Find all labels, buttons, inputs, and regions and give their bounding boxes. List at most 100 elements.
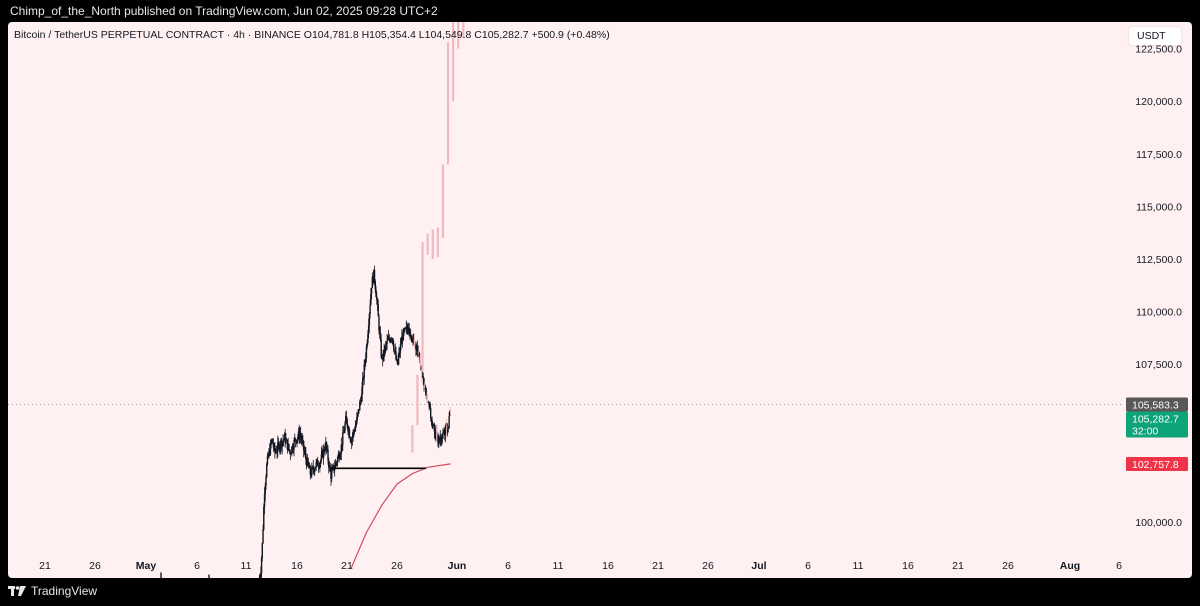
candle-body bbox=[350, 439, 352, 444]
candle-body bbox=[376, 297, 378, 300]
candle-body bbox=[308, 464, 310, 469]
candle-body bbox=[299, 433, 301, 439]
candle-body bbox=[384, 345, 387, 347]
candle-body bbox=[260, 557, 263, 574]
last-price-badge-text: 105,583.3 bbox=[1132, 400, 1179, 412]
candle-body bbox=[395, 351, 397, 360]
candle-body bbox=[284, 434, 286, 443]
candle-body bbox=[410, 334, 412, 336]
y-tick-label: 115,000.0 bbox=[1136, 201, 1182, 213]
currency-unit-label[interactable]: USDT bbox=[1129, 27, 1181, 45]
candle-body bbox=[320, 454, 323, 461]
candle-body bbox=[427, 401, 430, 403]
candle-body bbox=[424, 387, 427, 390]
candle-body bbox=[430, 417, 433, 421]
candle-body bbox=[365, 346, 368, 359]
tradingview-brand[interactable]: TradingView bbox=[8, 584, 97, 598]
x-tick-label: 21 bbox=[341, 560, 353, 572]
candle-body bbox=[347, 426, 349, 432]
candle-body bbox=[381, 356, 384, 360]
candle-body bbox=[438, 435, 440, 442]
candle-body bbox=[446, 425, 448, 433]
candle-body bbox=[411, 341, 413, 343]
candle-body bbox=[312, 466, 314, 470]
candle-body bbox=[335, 462, 337, 464]
candle-body bbox=[293, 439, 295, 450]
candle-body bbox=[261, 543, 264, 558]
candle-body bbox=[399, 344, 402, 353]
candle-body bbox=[328, 465, 331, 468]
candle-body bbox=[283, 439, 285, 441]
candle-body bbox=[447, 427, 450, 430]
candle-body bbox=[449, 412, 451, 417]
candle-body bbox=[288, 449, 291, 452]
x-tick-label: May bbox=[136, 560, 157, 572]
candle-body bbox=[322, 451, 324, 458]
candle-body bbox=[428, 402, 430, 407]
candle-body bbox=[396, 359, 399, 365]
candle-body bbox=[429, 407, 432, 418]
candle-body bbox=[281, 441, 283, 448]
candle-body bbox=[330, 471, 332, 479]
candle-body bbox=[413, 340, 416, 347]
candle-body bbox=[305, 459, 308, 466]
candle-body bbox=[379, 332, 382, 340]
x-tick-label: 6 bbox=[1116, 560, 1122, 572]
candle-body bbox=[443, 428, 446, 436]
candle-body bbox=[368, 313, 371, 326]
y-tick-label: 120,000.0 bbox=[1135, 96, 1182, 108]
candle-body bbox=[433, 424, 436, 432]
candle-body bbox=[345, 415, 347, 424]
candle-body bbox=[431, 420, 433, 424]
candle-body bbox=[307, 458, 309, 465]
candle-body bbox=[288, 443, 290, 450]
candle-body bbox=[418, 353, 421, 358]
candle-body bbox=[275, 451, 278, 453]
candle-body bbox=[379, 330, 381, 333]
candle-body bbox=[421, 376, 424, 378]
candle-body bbox=[393, 344, 395, 351]
price-chart[interactable]: 100,000.0 107,500.0 110,000.0 112,500.0 115,… bbox=[8, 22, 1192, 578]
candle-body bbox=[279, 446, 281, 450]
candle-body bbox=[334, 462, 337, 468]
x-tick-label: 16 bbox=[291, 560, 303, 572]
candle-body bbox=[420, 367, 422, 370]
candle-body bbox=[268, 450, 271, 455]
candle-body bbox=[364, 362, 366, 365]
candle-body bbox=[352, 431, 354, 437]
candle-body bbox=[375, 289, 377, 298]
candle-body bbox=[264, 485, 266, 495]
candle-body bbox=[387, 339, 389, 341]
candle-body bbox=[389, 339, 391, 342]
candle-body bbox=[285, 439, 288, 441]
candle-body bbox=[397, 358, 399, 365]
y-tick-label: 122,500.0 bbox=[1135, 44, 1182, 56]
candle-body bbox=[362, 377, 365, 379]
candle-body bbox=[267, 455, 269, 457]
candle-body bbox=[291, 446, 294, 451]
last-price-badge: 105,583.3 bbox=[1126, 397, 1188, 412]
candle-body bbox=[294, 438, 297, 441]
candle-body bbox=[406, 326, 408, 330]
candle-body bbox=[356, 417, 358, 424]
candle-body bbox=[364, 358, 367, 363]
candle-body bbox=[260, 573, 262, 577]
candle-body bbox=[268, 450, 270, 457]
candle-body bbox=[408, 327, 410, 336]
candle-body bbox=[376, 299, 379, 305]
x-tick-label: 26 bbox=[702, 560, 714, 572]
candle-body bbox=[301, 439, 303, 441]
y-tick-label: 107,500.0 bbox=[1135, 359, 1182, 371]
candle-body bbox=[355, 423, 357, 427]
candle-body bbox=[400, 343, 402, 345]
candle-body bbox=[444, 428, 447, 436]
candle-body bbox=[390, 339, 392, 342]
candle-body bbox=[439, 436, 441, 440]
chart-frame[interactable]: 100,000.0 107,500.0 110,000.0 112,500.0 115,… bbox=[8, 22, 1192, 578]
y-tick-label: 117,500.0 bbox=[1136, 149, 1182, 161]
candle-body bbox=[317, 466, 320, 468]
candle-body bbox=[356, 413, 359, 418]
candle-body bbox=[360, 400, 362, 402]
x-tick-label: 11 bbox=[853, 560, 864, 572]
candle-body bbox=[274, 451, 277, 453]
